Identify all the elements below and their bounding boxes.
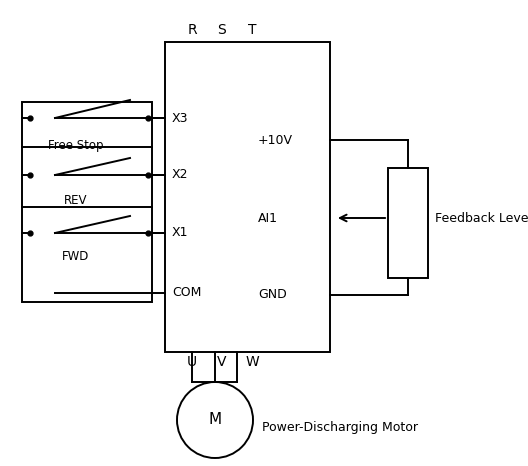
Bar: [165, 42, 330, 352]
Text: M: M: [209, 412, 222, 427]
Text: U: U: [187, 355, 197, 369]
Text: W: W: [245, 355, 259, 369]
Text: V: V: [217, 355, 227, 369]
Text: Feedback Lever: Feedback Lever: [435, 212, 528, 225]
Bar: [388, 168, 428, 278]
Text: AI1: AI1: [258, 212, 278, 225]
Bar: [22, 102, 152, 302]
Text: X2: X2: [172, 169, 188, 181]
Text: Free Stop: Free Stop: [48, 138, 103, 151]
Text: X1: X1: [172, 226, 188, 240]
Text: Power-Discharging Motor: Power-Discharging Motor: [262, 422, 418, 434]
Text: GND: GND: [258, 288, 287, 302]
Text: X3: X3: [172, 111, 188, 124]
Text: REV: REV: [64, 193, 88, 206]
Text: COM: COM: [172, 287, 201, 300]
Text: S: S: [218, 23, 227, 37]
Text: +10V: +10V: [258, 133, 293, 146]
Text: T: T: [248, 23, 256, 37]
Text: FWD: FWD: [62, 251, 90, 263]
Text: R: R: [187, 23, 197, 37]
